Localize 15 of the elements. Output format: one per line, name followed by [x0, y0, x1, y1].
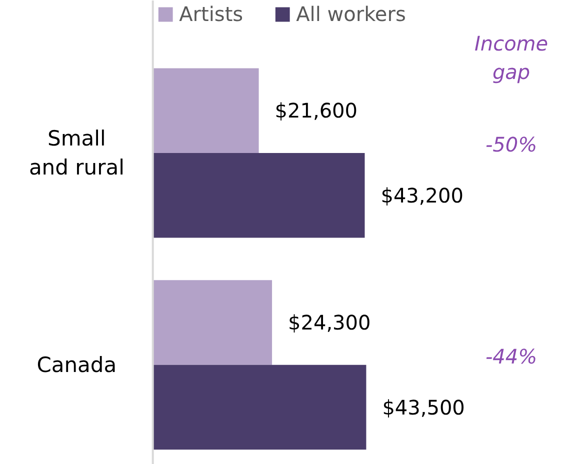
bar [152, 68, 259, 154]
text: -50% [485, 132, 538, 157]
data-label: $24,300 [288, 310, 371, 335]
legend-label: All workers [296, 2, 406, 26]
y-tick-label: Canada [36, 352, 117, 377]
text: -44% [485, 344, 538, 368]
bar [152, 280, 272, 365]
data-label: $21,600 [274, 98, 358, 123]
bar [152, 153, 365, 238]
legend-label: Artists [179, 2, 244, 26]
text: Income gap [474, 31, 548, 84]
data-label: $43,500 [382, 395, 465, 420]
bar [152, 364, 366, 450]
data-label: $43,200 [380, 183, 464, 208]
y-tick-label: Small and rural [28, 126, 124, 180]
